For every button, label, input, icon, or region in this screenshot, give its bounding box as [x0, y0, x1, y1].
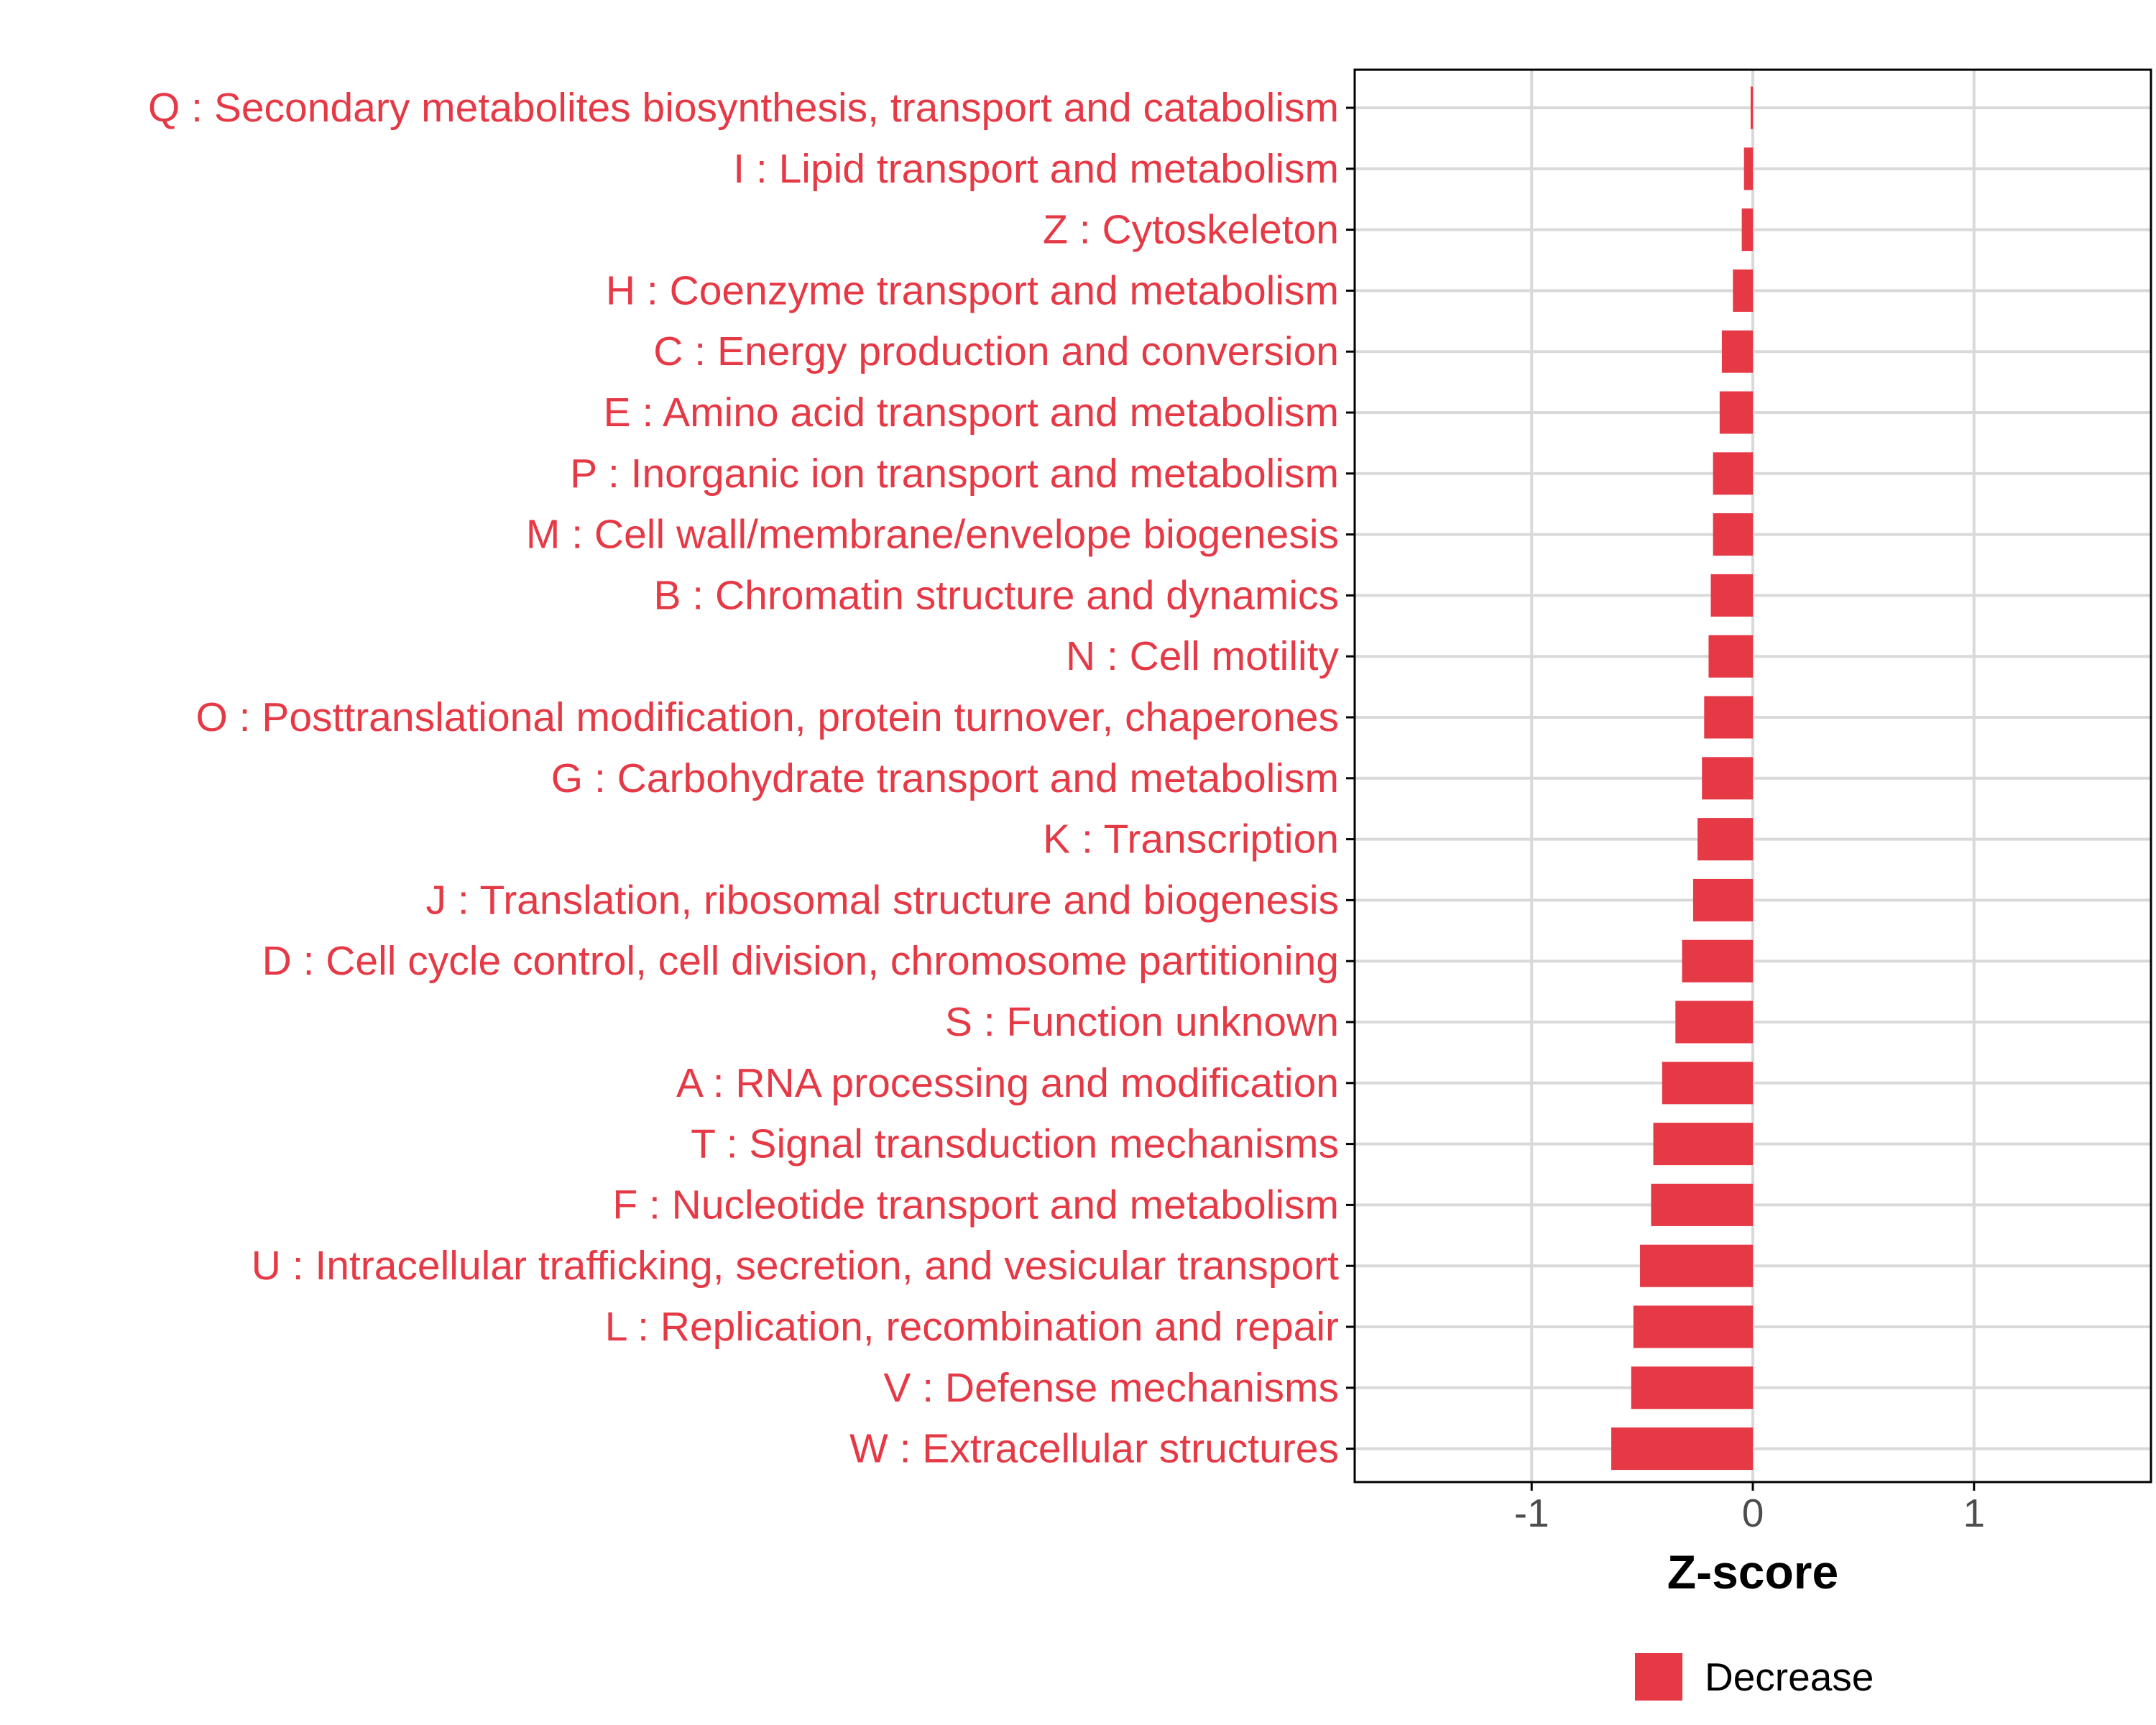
bar-16 [1662, 1062, 1753, 1105]
legend-key-decrease [1635, 1653, 1682, 1701]
category-label-13: J : Translation, ribosomal structure and… [426, 877, 1339, 923]
category-label-11: G : Carbohydrate transport and metabolis… [551, 755, 1339, 801]
bar-11 [1702, 757, 1753, 800]
category-label-19: U : Intracellular trafficking, secretion… [252, 1243, 1339, 1289]
y-axis-ticks [1346, 106, 1355, 1450]
bar-20 [1633, 1305, 1753, 1348]
category-label-20: L : Replication, recombination and repai… [605, 1304, 1339, 1350]
category-label-0: Q : Secondary metabolites biosynthesis, … [148, 85, 1339, 131]
category-label-17: T : Signal transduction mechanisms [691, 1121, 1339, 1167]
bar-18 [1651, 1183, 1753, 1226]
bar-0 [1750, 86, 1753, 129]
x-tick-label-1: 0 [1742, 1491, 1764, 1535]
x-tick-label-2: 1 [1963, 1491, 1985, 1535]
bar-17 [1653, 1123, 1753, 1166]
category-label-12: K : Transcription [1043, 816, 1339, 862]
bar-13 [1692, 878, 1753, 921]
bar-5 [1719, 391, 1753, 434]
category-label-16: A : RNA processing and modification [676, 1060, 1339, 1106]
bar-3 [1733, 269, 1753, 312]
bar-6 [1713, 452, 1753, 495]
category-label-1: I : Lipid transport and metabolism [733, 146, 1339, 192]
bar-15 [1675, 1000, 1753, 1044]
category-label-5: E : Amino acid transport and metabolism [604, 390, 1339, 436]
category-label-10: O : Posttranslational modification, prot… [195, 694, 1339, 740]
category-label-15: S : Function unknown [945, 999, 1339, 1045]
category-label-18: F : Nucleotide transport and metabolism [612, 1182, 1339, 1228]
category-label-9: N : Cell motility [1066, 633, 1340, 679]
bar-1 [1743, 147, 1753, 190]
x-axis-tick-labels: -1 0 1 [1514, 1491, 1985, 1535]
bar-9 [1708, 635, 1753, 678]
bar-4 [1721, 330, 1753, 373]
x-tick-label-0: -1 [1514, 1491, 1549, 1535]
bar-22 [1611, 1427, 1753, 1471]
bar-10 [1704, 696, 1753, 739]
category-label-2: Z : Cytoskeleton [1043, 207, 1339, 253]
bar-19 [1640, 1244, 1753, 1287]
x-axis-ticks [1530, 1482, 1976, 1491]
bar-21 [1631, 1366, 1753, 1409]
legend-label-decrease: Decrease [1705, 1655, 1874, 1699]
category-label-3: H : Coenzyme transport and metabolism [606, 267, 1339, 313]
category-label-22: W : Extracellular structures [849, 1426, 1339, 1472]
bar-8 [1710, 574, 1753, 617]
category-label-4: C : Energy production and conversion [653, 328, 1339, 374]
category-label-14: D : Cell cycle control, cell division, c… [262, 938, 1339, 984]
x-axis-title: Z-score [1667, 1545, 1838, 1598]
category-label-7: M : Cell wall/membrane/envelope biogenes… [526, 512, 1339, 558]
category-label-6: P : Inorganic ion transport and metaboli… [570, 451, 1339, 497]
y-axis-category-labels: Q : Secondary metabolites biosynthesis, … [148, 85, 1340, 1472]
category-label-8: B : Chromatin structure and dynamics [653, 572, 1339, 618]
legend: Decrease [1635, 1653, 1874, 1701]
bar-7 [1713, 513, 1753, 556]
bar-2 [1741, 208, 1753, 252]
category-label-21: V : Defense mechanisms [883, 1365, 1339, 1411]
bar-14 [1682, 939, 1753, 983]
bar-12 [1697, 818, 1753, 861]
bars [1611, 86, 1753, 1471]
